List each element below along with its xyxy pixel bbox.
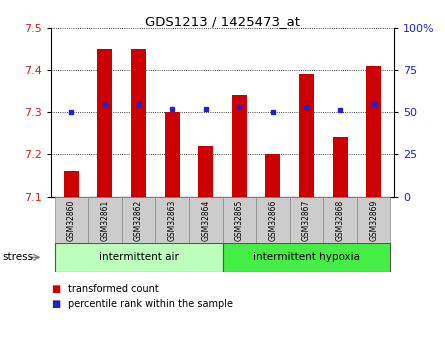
Bar — [357, 197, 390, 243]
Bar — [97, 49, 113, 197]
Text: intermittent air: intermittent air — [99, 253, 178, 262]
Text: GSM32864: GSM32864 — [201, 199, 210, 240]
Text: GSM32865: GSM32865 — [235, 199, 244, 240]
Bar — [88, 197, 122, 243]
Bar — [55, 197, 88, 243]
Bar — [323, 197, 357, 243]
Bar — [189, 197, 222, 243]
Text: GSM32866: GSM32866 — [268, 199, 277, 240]
Bar — [198, 146, 213, 197]
Text: ■: ■ — [51, 284, 61, 294]
Bar — [256, 197, 290, 243]
Text: stress: stress — [2, 253, 33, 262]
Bar — [131, 49, 146, 197]
Bar — [265, 154, 280, 197]
Bar — [122, 197, 155, 243]
Bar — [222, 243, 390, 272]
Text: GDS1213 / 1425473_at: GDS1213 / 1425473_at — [145, 16, 300, 29]
Text: GSM32861: GSM32861 — [101, 199, 109, 240]
Text: GSM32862: GSM32862 — [134, 199, 143, 240]
Text: ■: ■ — [51, 299, 61, 309]
Bar — [299, 74, 314, 197]
Bar — [165, 112, 180, 197]
Bar — [222, 197, 256, 243]
Bar — [155, 197, 189, 243]
Text: GSM32868: GSM32868 — [336, 199, 344, 240]
Bar — [290, 197, 323, 243]
Bar — [55, 243, 222, 272]
Bar — [64, 171, 79, 197]
Text: GSM32860: GSM32860 — [67, 199, 76, 240]
Bar — [332, 137, 348, 197]
Text: GSM32869: GSM32869 — [369, 199, 378, 240]
Text: GSM32863: GSM32863 — [168, 199, 177, 240]
Bar — [232, 95, 247, 197]
Text: transformed count: transformed count — [68, 284, 159, 294]
Text: intermittent hypoxia: intermittent hypoxia — [253, 253, 360, 262]
Text: GSM32867: GSM32867 — [302, 199, 311, 240]
Bar — [366, 66, 381, 197]
Text: percentile rank within the sample: percentile rank within the sample — [68, 299, 233, 309]
